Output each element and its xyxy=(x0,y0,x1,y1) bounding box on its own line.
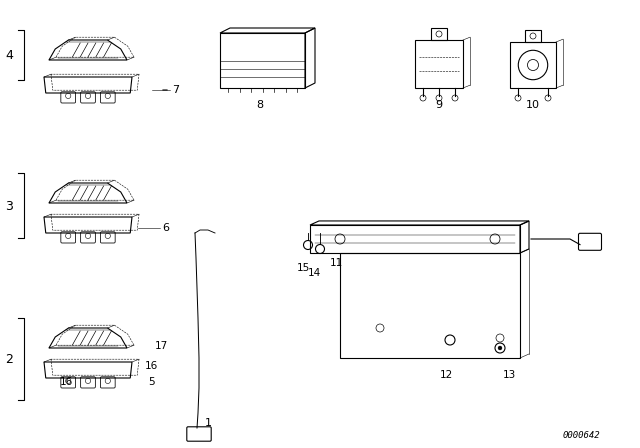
Text: 16: 16 xyxy=(60,377,73,387)
Text: 12: 12 xyxy=(440,370,453,380)
Text: 3: 3 xyxy=(5,199,13,212)
Text: 9: 9 xyxy=(435,100,443,110)
Text: 4: 4 xyxy=(5,48,13,61)
Text: 13: 13 xyxy=(503,370,516,380)
Text: 11: 11 xyxy=(330,258,343,268)
Text: 6: 6 xyxy=(162,223,169,233)
Text: 15: 15 xyxy=(297,263,310,273)
Text: 0000642: 0000642 xyxy=(563,431,600,440)
Text: 10: 10 xyxy=(526,100,540,110)
Text: 2: 2 xyxy=(5,353,13,366)
Text: 14: 14 xyxy=(308,268,321,278)
Circle shape xyxy=(498,346,502,350)
Text: 5: 5 xyxy=(148,377,155,387)
Text: 17: 17 xyxy=(155,341,168,351)
Text: 7: 7 xyxy=(172,85,179,95)
Text: 16: 16 xyxy=(145,361,158,371)
Text: 1: 1 xyxy=(205,418,212,428)
Text: 8: 8 xyxy=(257,100,264,110)
